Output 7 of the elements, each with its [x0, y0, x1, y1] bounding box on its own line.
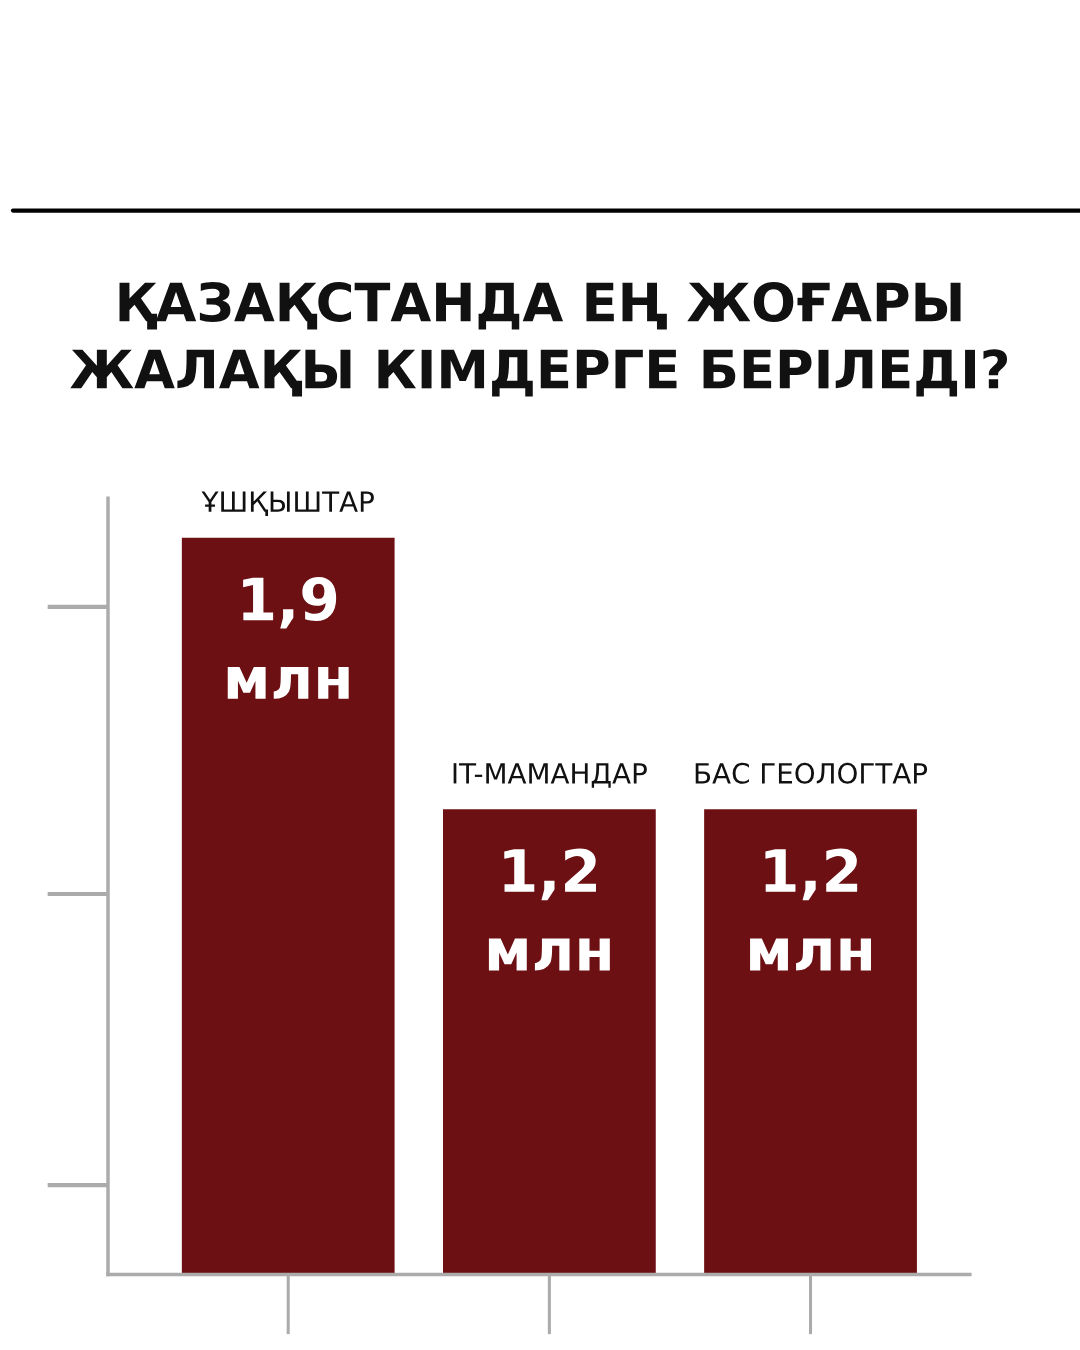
x-tick-label: БАС ГЕОЛОГТАР [695, 762, 928, 784]
x-tick-label: ҰШҚЫШТАР [201, 491, 374, 517]
data-label: 1,2 млн [488, 848, 610, 971]
data-label: 1,9 млн [227, 576, 349, 699]
data-label: 1,2 млн [750, 848, 871, 971]
x-tick-label: IT-МАМАНДАР [453, 763, 647, 788]
chart-title: ҚАЗАҚСТАНДА ЕҢ ЖОҒАРЫ ЖАЛАҚЫ КІМДЕРГЕ БЕРІЛЕДІ? [70, 282, 1008, 397]
